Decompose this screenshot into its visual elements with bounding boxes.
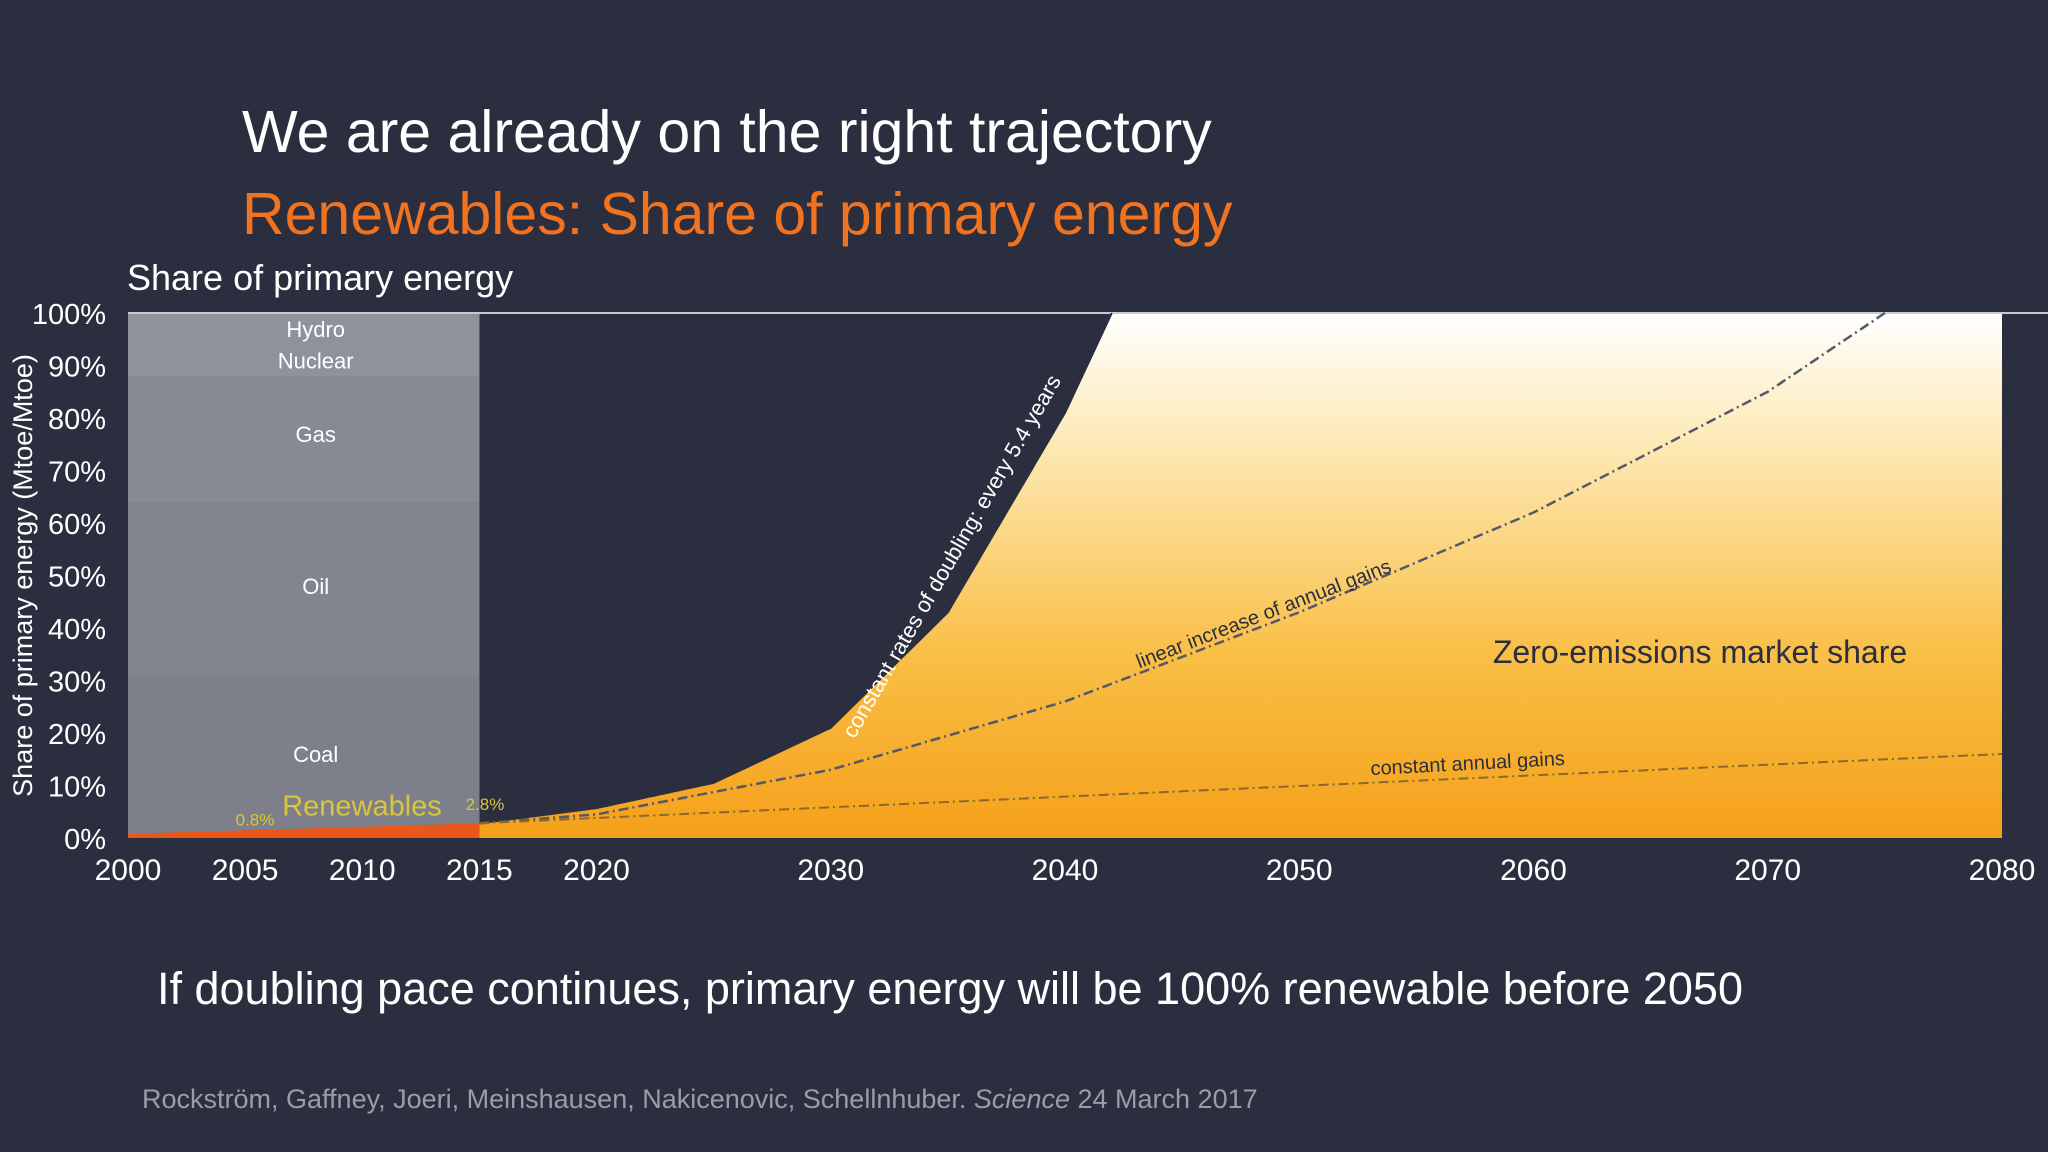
y-tick-label: 100% [32,299,106,331]
uncovered-region [479,313,1112,824]
constant-gains-line [479,753,2003,825]
stack-label: Nuclear [278,348,354,373]
renewables-start-value: 0.8% [236,811,275,830]
stack-label: Hydro [286,317,345,342]
citation-authors: Rockström, Gaffney, Joeri, Meinshausen, … [142,1084,967,1114]
citation: Rockström, Gaffney, Joeri, Meinshausen, … [142,1084,1258,1115]
y-tick-label: 60% [48,509,106,541]
x-tick-label: 2050 [1266,854,1333,887]
chart-title: Share of primary energy [127,260,513,298]
renewables-chart: Share of primary energy Share of primary … [8,260,2048,887]
stack-label: Gas [296,422,336,447]
slide-title: We are already on the right trajectory [242,99,1212,165]
x-tick-label: 2030 [797,854,864,887]
y-tick-label: 80% [48,404,106,436]
y-tick-label: 50% [48,562,106,594]
x-tick-label: 2040 [1032,854,1099,887]
y-tick-label: 0% [64,824,106,856]
slide-subtitle: Renewables: Share of primary energy [242,181,1233,247]
x-tick-label: 2020 [563,854,630,887]
renewables-historical-area [128,823,480,838]
renewables-label: Renewables [282,791,442,823]
hydro-band [128,313,480,376]
y-axis-label: Share of primary energy (Mtoe/Mtoe) [8,354,38,797]
footnote: If doubling pace continues, primary ener… [157,963,1743,1014]
doubling-curve [479,312,1113,825]
y-tick-label: 40% [48,614,106,646]
linear-increase-curve [479,311,1886,825]
x-tick-label: 2070 [1734,854,1801,887]
x-tick-label: 2005 [212,854,279,887]
x-tick-label: 2000 [95,854,162,887]
citation-journal: Science [973,1084,1070,1114]
renewables-end-value: 2.8% [466,795,505,814]
gas-band [128,376,480,502]
y-tick-label: 30% [48,667,106,699]
y-tick-label: 10% [48,772,106,804]
y-tick-label: 20% [48,719,106,751]
citation-date: 24 March 2017 [1077,1084,1258,1114]
zero-emissions-label: Zero-emissions market share [1493,634,1907,670]
x-tick-label: 2060 [1500,854,1567,887]
y-tick-label: 90% [48,352,106,384]
oil-band [128,502,480,676]
x-tick-label: 2080 [1969,854,2036,887]
x-tick-label: 2015 [446,854,513,887]
chart-container: Share of primary energy Share of primary … [0,260,2048,900]
x-tick-label: 2010 [329,854,396,887]
stack-label: Coal [293,742,338,767]
stack-label: Oil [302,574,329,599]
coal-band [128,675,480,838]
y-tick-label: 70% [48,457,106,489]
